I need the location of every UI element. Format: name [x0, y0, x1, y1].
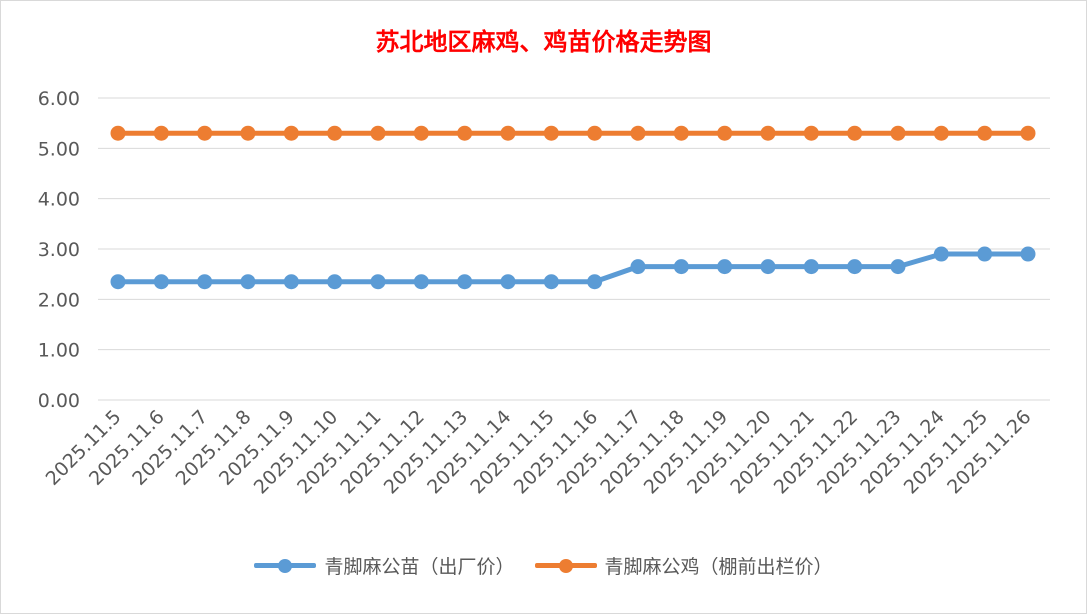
data-point	[543, 125, 559, 141]
legend-dot-rooster	[558, 558, 573, 573]
data-point	[413, 274, 429, 290]
y-tick-label: 2.00	[38, 289, 80, 311]
data-point	[673, 125, 689, 141]
data-point	[283, 274, 299, 290]
data-point	[630, 259, 646, 275]
data-point	[327, 274, 343, 290]
data-point	[240, 274, 256, 290]
data-point	[847, 259, 863, 275]
legend-item-rooster[interactable]: 青脚麻公鸡（棚前出栏价）	[534, 552, 833, 579]
y-tick-label: 1.00	[38, 340, 80, 362]
legend-marker-seedling	[254, 556, 317, 576]
series-line-0	[115, 251, 1031, 285]
data-point	[803, 125, 819, 141]
data-point	[933, 246, 949, 262]
data-point	[153, 125, 169, 141]
data-point	[1020, 125, 1036, 141]
data-point	[457, 125, 473, 141]
data-point	[717, 259, 733, 275]
data-point	[977, 246, 993, 262]
data-point	[153, 274, 169, 290]
data-point	[197, 125, 213, 141]
data-point	[543, 274, 559, 290]
data-point	[760, 125, 776, 141]
data-point	[977, 125, 993, 141]
data-point	[717, 125, 733, 141]
y-tick-label: 6.00	[38, 88, 80, 110]
data-point	[890, 125, 906, 141]
y-tick-label: 5.00	[38, 138, 80, 160]
data-point	[630, 125, 646, 141]
y-tick-label: 0.00	[38, 390, 80, 412]
data-point	[890, 259, 906, 275]
data-point	[803, 259, 819, 275]
data-point	[1020, 246, 1036, 262]
legend-item-seedling[interactable]: 青脚麻公苗（出厂价）	[254, 552, 515, 579]
data-point	[933, 125, 949, 141]
data-point	[500, 125, 516, 141]
data-point	[370, 274, 386, 290]
data-point	[370, 125, 386, 141]
legend-marker-rooster	[534, 556, 597, 576]
data-point	[673, 259, 689, 275]
y-tick-label: 3.00	[38, 239, 80, 261]
data-point	[327, 125, 343, 141]
data-point	[760, 259, 776, 275]
data-point	[283, 125, 299, 141]
legend-label-rooster: 青脚麻公鸡（棚前出栏价）	[604, 556, 833, 578]
data-point	[240, 125, 256, 141]
data-point	[500, 274, 516, 290]
legend: 青脚麻公苗（出厂价） 青脚麻公鸡（棚前出栏价）	[0, 552, 1087, 579]
data-point	[587, 274, 603, 290]
chart-title: 苏北地区麻鸡、鸡苗价格走势图	[375, 27, 712, 56]
data-point	[457, 274, 473, 290]
data-point	[847, 125, 863, 141]
y-tick-label: 4.00	[38, 189, 80, 211]
data-point	[110, 274, 126, 290]
legend-dot-seedling	[278, 558, 293, 573]
data-point	[587, 125, 603, 141]
legend-label-seedling: 青脚麻公苗（出厂价）	[324, 556, 515, 578]
data-point	[197, 274, 213, 290]
data-point	[413, 125, 429, 141]
data-point	[110, 125, 126, 141]
